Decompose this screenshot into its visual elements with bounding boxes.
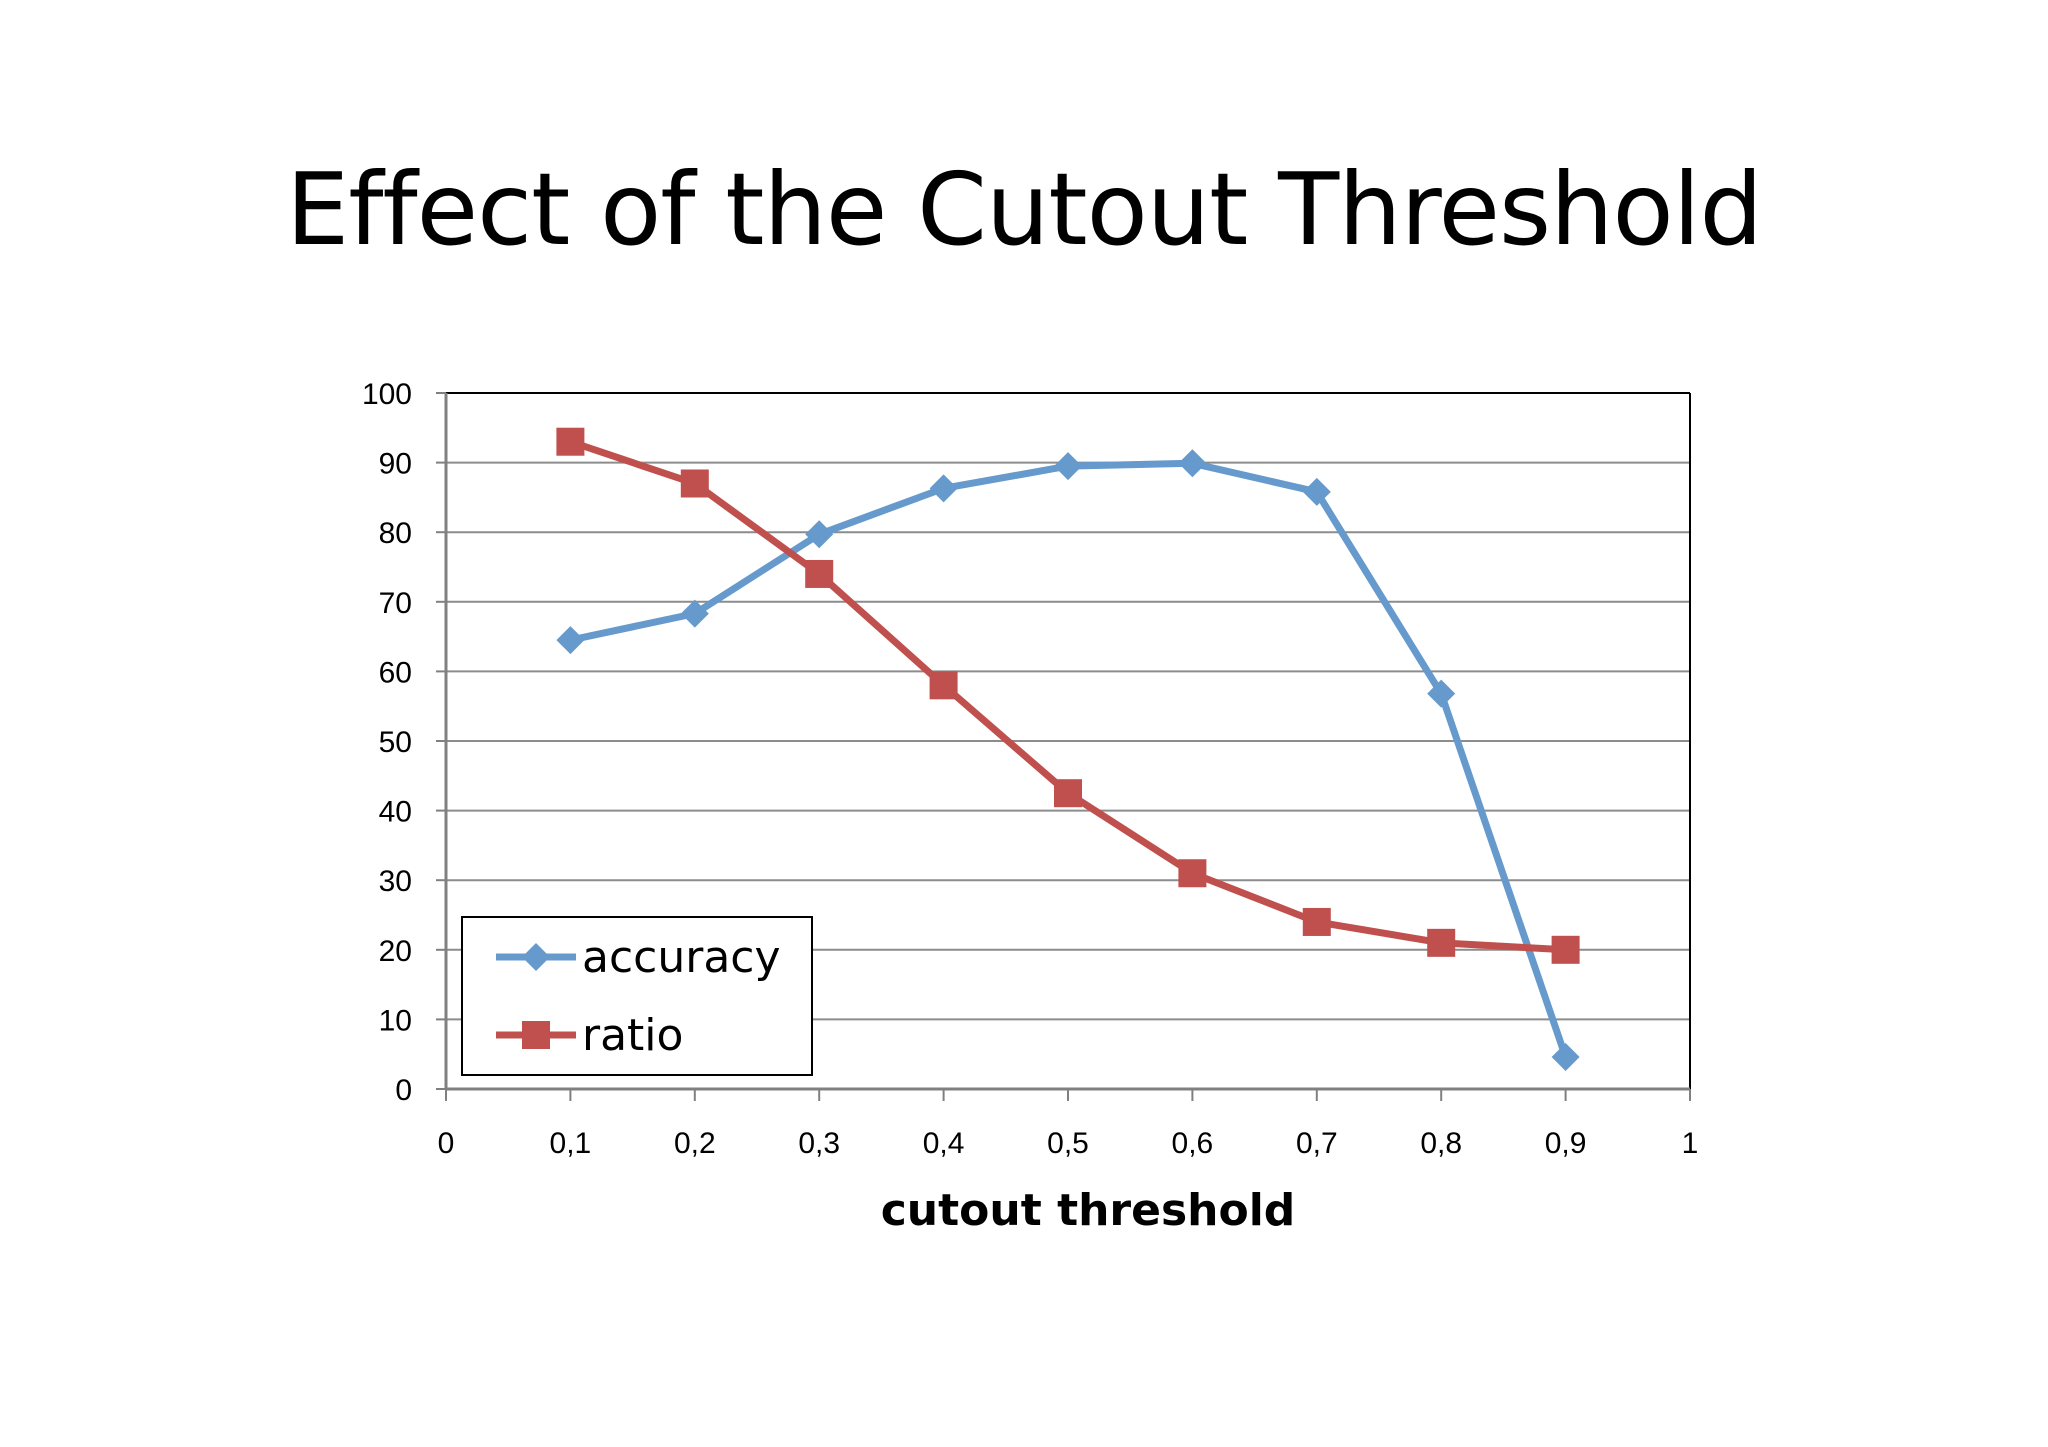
x-tick-label: 0,8 <box>1420 1127 1462 1160</box>
legend-item-ratio: ratio <box>496 1010 683 1061</box>
data-point-ratio <box>1178 859 1207 888</box>
legend-label: ratio <box>582 1010 683 1061</box>
data-point-accuracy <box>1551 1042 1580 1071</box>
data-point-ratio <box>1054 779 1082 808</box>
series-group <box>556 427 1580 1071</box>
x-axis-title: cutout threshold <box>881 1185 1296 1236</box>
legend: accuracy ratio <box>461 916 813 1076</box>
data-point-accuracy <box>805 520 834 549</box>
y-tick-label: 100 <box>362 378 412 411</box>
x-tick-label: 0,7 <box>1296 1127 1338 1160</box>
data-point-ratio <box>1427 928 1456 957</box>
x-tick-label: 0,4 <box>923 1127 965 1160</box>
data-point-accuracy <box>929 474 958 503</box>
y-tick-label: 30 <box>379 865 412 898</box>
x-tick-label: 0,5 <box>1047 1127 1089 1160</box>
data-point-accuracy <box>1178 449 1207 478</box>
y-tick-label: 20 <box>379 935 412 968</box>
x-tick-label: 1 <box>1682 1127 1699 1160</box>
y-tick-label: 50 <box>379 726 412 759</box>
data-point-accuracy <box>556 626 585 655</box>
y-tick-label: 0 <box>395 1074 412 1107</box>
y-tick-label: 70 <box>379 587 412 620</box>
data-point-ratio <box>556 427 585 456</box>
x-tick-label: 0,3 <box>798 1127 840 1160</box>
x-tick-label: 0,6 <box>1172 1127 1214 1160</box>
legend-label: accuracy <box>582 932 781 983</box>
legend-box <box>461 916 813 1076</box>
axes: 0 10 20 30 40 50 60 70 80 90 100 0 0,1 0,2 0,3 0,4 0,5 0,… <box>362 378 1698 1160</box>
x-tick-label: 0,1 <box>550 1127 592 1160</box>
series-accuracy <box>556 449 1580 1071</box>
data-point-accuracy <box>1302 477 1331 506</box>
y-tick-label: 10 <box>379 1004 412 1037</box>
data-point-accuracy <box>680 599 709 628</box>
data-point-accuracy <box>1427 679 1456 708</box>
y-tick-label: 60 <box>379 656 412 689</box>
x-tick-label: 0 <box>438 1127 455 1160</box>
data-point-ratio <box>1551 935 1580 964</box>
data-point-ratio <box>1302 907 1331 936</box>
legend-swatch-marker <box>522 943 550 971</box>
series-ratio <box>556 427 1580 964</box>
series-line-ratio <box>566 438 1570 954</box>
x-tick-label: 0,9 <box>1545 1127 1587 1160</box>
data-point-ratio <box>680 469 709 498</box>
y-tick-label: 80 <box>379 517 412 550</box>
x-tick-label: 0,2 <box>674 1127 716 1160</box>
slide-title: Effect of the Cutout Threshold <box>286 151 1763 268</box>
data-point-ratio <box>805 559 834 588</box>
data-point-accuracy <box>1054 452 1082 481</box>
y-tick-label: 90 <box>379 448 412 481</box>
legend-swatch-marker <box>522 1021 550 1049</box>
data-point-ratio <box>929 671 958 700</box>
y-tick-label: 40 <box>379 796 412 829</box>
legend-item-accuracy: accuracy <box>496 932 781 983</box>
